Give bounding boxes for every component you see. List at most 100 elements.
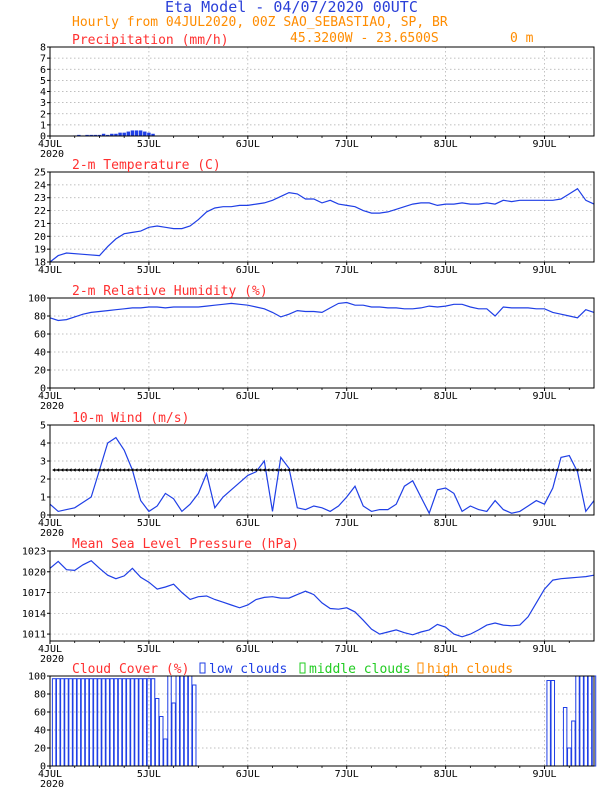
y-tick-label: 19 [34,245,46,256]
cloud-bar [113,678,119,767]
precip-bar [114,133,118,136]
x-tick-label: 4JUL [38,265,62,276]
cloud-bar [101,678,106,767]
x-tick-label: 8JUL [434,769,458,780]
precip-bar [126,131,131,136]
x-tick-label: 4JUL [38,139,62,150]
x-tick-label: 6JUL [236,139,260,150]
year-label: 2020 [40,528,64,539]
panel-frame [49,424,595,516]
x-tick-label: 5JUL [137,644,161,655]
cloud-bar [88,678,94,767]
y-tick-label: 7 [40,54,46,65]
x-tick-label: 4JUL [38,518,62,529]
y-tick-label: 40 [34,726,46,737]
x-tick-label: 7JUL [335,644,359,655]
panel-frame [49,297,595,389]
precip-bar [147,132,151,136]
y-tick-label: 1017 [22,588,46,599]
x-tick-label: 8JUL [434,139,458,150]
panel-3: 0 20 40 60 80 100 4JUL 5JUL 6JUL 7JUL 8JUL 9JUL 2020… [28,284,595,412]
precip-bar [105,134,110,136]
panel-5: 1011 1014 1017 1020 1023 4JUL 5JUL 6JUL 7JUL 8JUL… [22,537,595,665]
cloud-bar [154,698,160,767]
precip-bar [118,132,122,136]
x-tick-label: 6JUL [236,391,260,402]
cloud-bar [93,678,98,767]
precip-bar [122,132,126,136]
year-label: 2020 [40,401,64,412]
precip-bar [134,130,139,136]
y-tick-label: 25 [34,168,46,179]
y-tick-label: 23 [34,193,46,204]
cloud-bar [192,684,197,767]
y-tick-label: 1014 [22,609,46,620]
x-tick-label: 7JUL [335,769,359,780]
cloud-bar [567,747,572,767]
precip-bar [138,130,143,136]
elevation: 0 m [510,31,534,46]
cloud-bar [579,675,584,767]
x-tick-label: 9JUL [532,644,556,655]
cloud-bar [130,678,135,767]
y-tick-label: 0 [40,762,46,773]
x-tick-label: 9JUL [532,265,556,276]
subtitle: Hourly from 04JUL2020, 00Z SAO_SEBASTIAO… [72,15,448,30]
cloud-bar [60,678,65,767]
cloud-bar [571,720,576,767]
x-tick-label: 6JUL [236,518,260,529]
cloud-bar [64,678,69,767]
x-tick-label: 7JUL [335,391,359,402]
y-tick-label: 60 [34,708,46,719]
y-tick-label: 3 [40,457,46,468]
x-tick-label: 8JUL [434,644,458,655]
wind-barb [52,468,56,472]
panel-frame [49,171,595,263]
precip-bar [77,134,81,136]
panel-title: 10-m Wind (m/s) [72,411,189,426]
y-tick-label: 40 [34,348,46,359]
x-tick-label: 6JUL [236,265,260,276]
cloud-bar [175,675,180,767]
cloud-bar [546,680,551,767]
cloud-bar [117,678,123,767]
panel-title: Mean Sea Level Pressure (hPa) [72,537,299,552]
y-tick-label: 100 [28,294,46,305]
y-tick-label: 80 [34,690,46,701]
x-tick-label: 9JUL [532,391,556,402]
x-tick-label: 5JUL [137,518,161,529]
cloud-bar [56,678,61,767]
x-tick-label: 9JUL [532,518,556,529]
y-tick-label: 24 [34,180,46,191]
cloud-bar [134,678,139,767]
cloud-bar [80,678,86,767]
y-tick-label: 100 [28,672,46,683]
year-label: 2020 [40,779,64,790]
y-tick-label: 80 [34,312,46,323]
x-tick-label: 5JUL [137,265,161,276]
cloud-bar [150,678,156,767]
cloud-bar [84,678,90,767]
x-tick-label: 5JUL [137,769,161,780]
x-tick-label: 9JUL [532,139,556,150]
x-tick-label: 5JUL [137,391,161,402]
cloud-bar [187,675,193,767]
series-line [49,436,595,515]
y-tick-label: 20 [34,232,46,243]
main-title: Eta Model - 04/07/2020 00UTC [165,0,418,16]
y-tick-label: 21 [34,219,46,230]
panel-title: 2-m Temperature (C) [72,158,221,173]
x-tick-label: 8JUL [434,518,458,529]
cloud-bar [575,675,580,767]
precip-bar [151,133,155,136]
precip-bar [101,133,106,136]
panel-title: 2-m Relative Humidity (%) [72,284,268,299]
cloud-bar [163,738,168,767]
cloud-bar [171,702,176,767]
cloud-bar [179,675,185,767]
panel-title: Precipitation (mm/h) [72,33,229,48]
